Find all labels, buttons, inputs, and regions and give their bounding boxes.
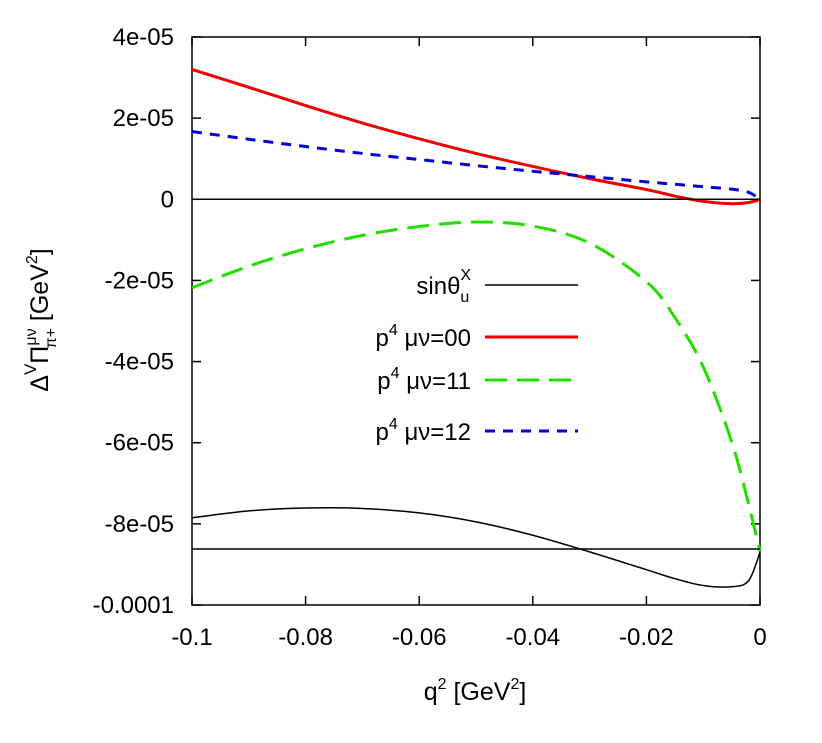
y-tick-label: -4e-05: [105, 349, 174, 376]
y-tick-label: 2e-05: [113, 105, 174, 132]
plot-frame: [191, 36, 761, 606]
axis-ticks: -0.1 -0.08 -0.06 -0.04 -0.02 0 4e-05 2e-05 0 -2e-…: [93, 24, 767, 651]
y-tick-label: 4e-05: [113, 24, 174, 51]
y-tick-label: -0.0001: [93, 592, 174, 619]
legend-label-mn00: p4 μν=00: [376, 322, 471, 352]
series-line-mn00: [191, 68, 761, 206]
y-axis-label: ΔVΠμν π+ [GeV2]: [21, 248, 60, 392]
y-tick-label: -8e-05: [105, 511, 174, 538]
x-tick-label: -0.02: [619, 624, 674, 651]
series-lines: [191, 68, 762, 588]
x-tick-label: 0: [753, 624, 766, 651]
legend-label-sintheta: sinθuX: [416, 267, 471, 306]
y-tick-label: -6e-05: [105, 430, 174, 457]
legend: sinθuX p4 μν=00 p4 μν=11 p4 μν=12: [376, 267, 578, 446]
series-line-mn12: [191, 130, 761, 201]
x-tick-label: -0.1: [171, 624, 212, 651]
y-tick-label: 0: [161, 186, 174, 213]
x-tick-label: -0.04: [505, 624, 560, 651]
series-line-mn11: [191, 220, 762, 552]
series-line-sintheta: [191, 507, 761, 588]
y-tick-label: -2e-05: [105, 267, 174, 294]
legend-label-mn11: p4 μν=11: [377, 365, 471, 395]
x-axis-label: q2 [GeV2]: [424, 676, 527, 706]
x-tick-label: -0.08: [278, 624, 333, 651]
legend-label-mn12: p4 μν=12: [376, 416, 471, 446]
x-tick-label: -0.06: [392, 624, 447, 651]
